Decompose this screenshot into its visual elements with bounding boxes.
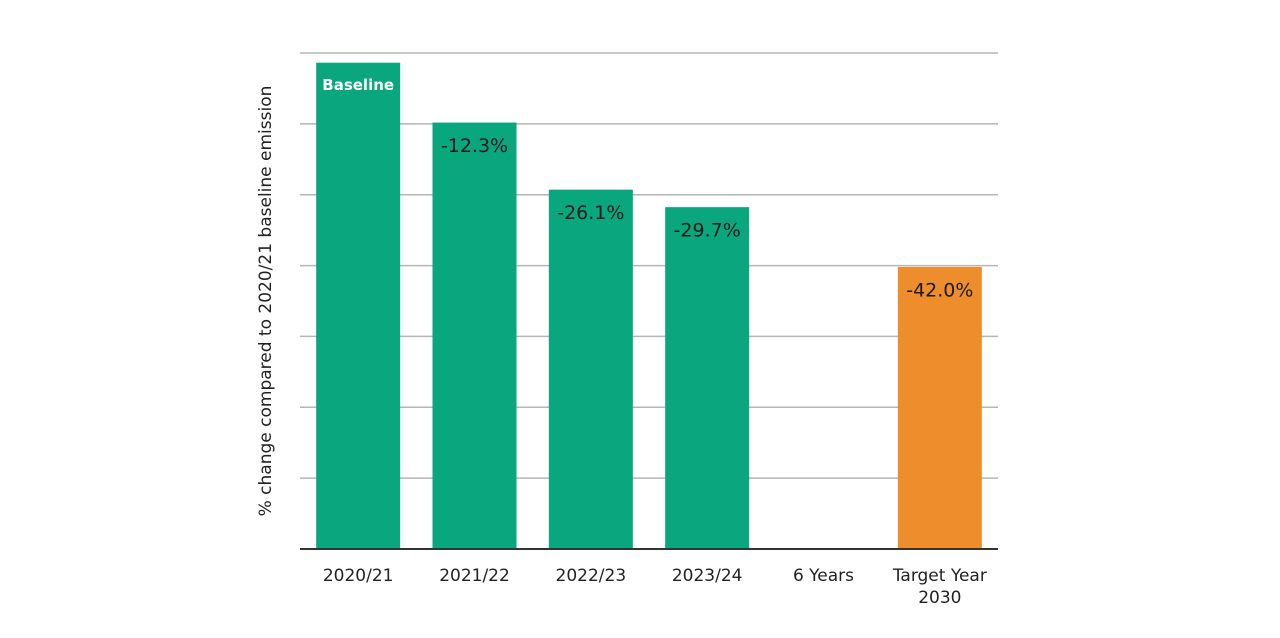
- bar: [897, 266, 982, 549]
- x-tick-label: 2022/23: [555, 566, 627, 586]
- bar: [548, 189, 633, 550]
- value-label: -42.0%: [906, 279, 973, 301]
- value-label: Baseline: [322, 76, 394, 94]
- value-label: -29.7%: [674, 220, 741, 242]
- x-tick-label: Target Year 2030: [892, 566, 987, 608]
- bar: [316, 62, 401, 549]
- y-axis-label: % change compared to 2020/21 baseline em…: [256, 86, 276, 517]
- x-tick-label: 6 Years: [792, 566, 855, 586]
- bar: [432, 122, 517, 549]
- x-tick-label: 2020/21: [322, 566, 394, 586]
- value-label: -12.3%: [441, 135, 508, 157]
- x-tick-label: 2021/22: [439, 566, 510, 586]
- x-tick-label: 2023/24: [671, 566, 743, 586]
- bar: [665, 207, 750, 549]
- value-label: -26.1%: [557, 202, 624, 224]
